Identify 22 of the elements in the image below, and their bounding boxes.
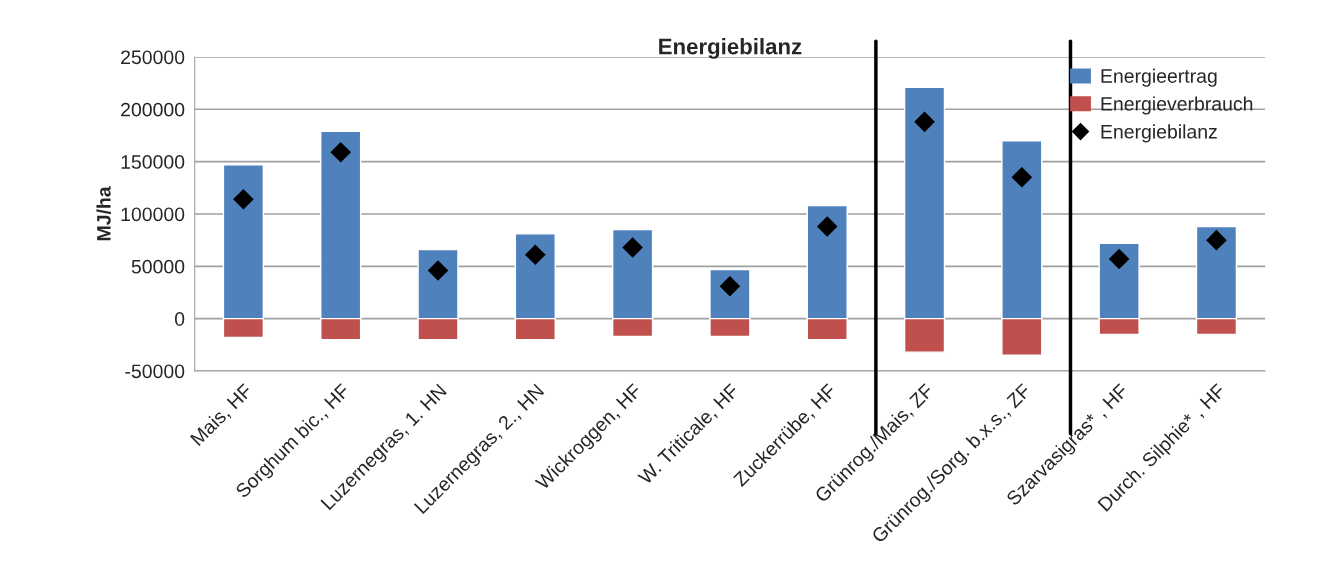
point <box>914 111 935 133</box>
y-axis-title: MJ/ha <box>96 186 111 241</box>
point <box>1108 248 1130 270</box>
y-tick-label: 200000 <box>121 102 185 117</box>
legend-label: Energieertrag <box>1101 68 1217 87</box>
point <box>427 260 449 281</box>
point <box>816 216 838 237</box>
legend-label: Energiebilanz <box>1101 124 1217 143</box>
legend-label: Energieverbrauch <box>1101 96 1253 115</box>
point <box>330 141 351 163</box>
y-tick-label: 150000 <box>121 155 185 169</box>
point <box>1206 229 1227 251</box>
point <box>233 189 254 210</box>
y-tick-label: 0 <box>174 312 185 326</box>
y-tick-label: 100000 <box>121 207 185 222</box>
y-tick-label: -50000 <box>125 364 185 379</box>
chart-title: Energiebilanz <box>659 38 802 59</box>
y-tick-label: 250000 <box>121 50 185 65</box>
point <box>622 237 643 258</box>
y-tick-label: 50000 <box>131 259 185 274</box>
point <box>1011 167 1033 188</box>
point <box>525 244 546 266</box>
